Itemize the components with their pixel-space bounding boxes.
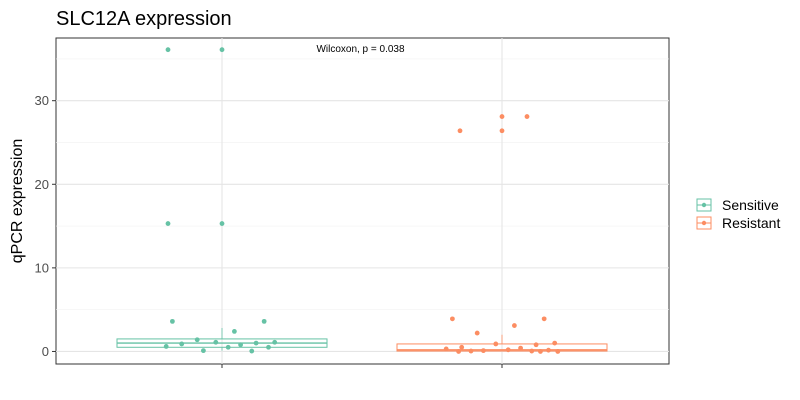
legend-item-sensitive: Sensitive [696, 197, 779, 213]
x-axis [221, 364, 503, 368]
legend-label: Sensitive [722, 197, 779, 213]
data-point-sensitive [225, 344, 231, 350]
y-tick-label: 20 [35, 177, 49, 192]
data-point-resistant [524, 114, 530, 119]
data-point-resistant [499, 128, 505, 134]
data-point-resistant [443, 346, 449, 352]
legend: Sensitive Resistant [696, 197, 780, 231]
data-point-sensitive [213, 339, 219, 345]
data-point-resistant [538, 349, 543, 354]
data-point-sensitive [249, 348, 255, 354]
box-resistant [396, 343, 608, 352]
data-point-sensitive [179, 341, 185, 347]
data-point-resistant [450, 316, 455, 322]
legend-item-resistant: Resistant [696, 215, 780, 231]
data-point-sensitive [165, 47, 171, 53]
wilcoxon-annotation: Wilcoxon, p = 0.038 [316, 44, 405, 55]
data-point-resistant [555, 349, 561, 354]
data-point-resistant [546, 347, 551, 353]
point-layer [163, 47, 561, 354]
y-tick-label: 0 [42, 344, 49, 359]
legend-label: Resistant [722, 215, 780, 231]
y-axis-title: qPCR expression [9, 139, 26, 264]
data-point-sensitive [253, 340, 259, 346]
plot-panel [55, 37, 670, 365]
data-point-resistant [459, 344, 465, 350]
data-point-resistant [541, 316, 547, 322]
data-point-resistant [505, 347, 511, 353]
data-point-resistant [518, 345, 523, 351]
data-point-sensitive [272, 339, 278, 345]
data-point-sensitive [261, 318, 267, 324]
data-point-sensitive [219, 221, 225, 226]
data-point-sensitive [232, 329, 237, 334]
data-point-resistant [457, 128, 463, 134]
data-point-sensitive [266, 344, 271, 350]
data-point-resistant [533, 342, 539, 348]
data-point-sensitive [170, 318, 175, 324]
data-point-sensitive [238, 342, 244, 348]
y-tick-label: 10 [35, 260, 49, 275]
y-axis: 0 10 20 30 [35, 93, 56, 359]
data-point-resistant [499, 114, 505, 119]
data-point-sensitive [219, 47, 225, 53]
gridlines [56, 38, 669, 364]
chart-title: SLC12A expression [56, 8, 232, 30]
data-point-sensitive [194, 337, 200, 343]
data-point-sensitive [201, 348, 206, 354]
data-point-resistant [552, 340, 558, 346]
data-point-resistant [468, 348, 474, 354]
data-point-resistant [456, 349, 461, 354]
box-layer [116, 328, 608, 352]
data-point-sensitive [165, 221, 171, 226]
data-point-resistant [474, 330, 480, 336]
legend-key-point [701, 220, 707, 226]
y-tick-label: 30 [35, 93, 49, 108]
data-point-resistant [493, 341, 499, 347]
data-point-resistant [529, 348, 535, 354]
legend-key-point [701, 202, 707, 208]
data-point-resistant [512, 323, 517, 328]
data-point-sensitive [163, 344, 169, 349]
data-point-resistant [481, 348, 486, 354]
